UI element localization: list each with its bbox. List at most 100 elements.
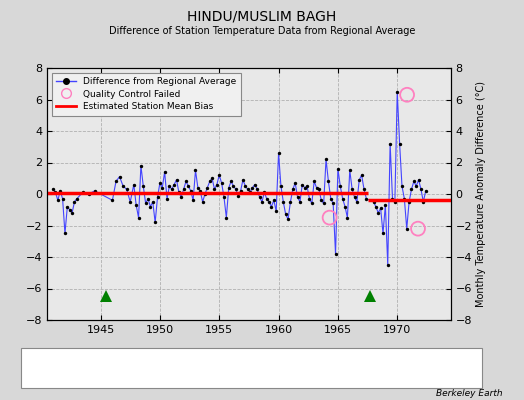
Point (419, 199, 428, 205)
Point (201, 191, 209, 197)
Point (168, 186, 176, 192)
Point (137, 162, 145, 169)
Point (260, 189, 268, 196)
Point (239, 177, 247, 183)
Point (322, 156, 330, 162)
Point (376, 205, 385, 211)
Point (129, 181, 138, 188)
Point (108, 197, 117, 204)
Point (217, 180, 226, 186)
Point (277, 183, 285, 189)
Point (49, 186, 57, 192)
Point (414, 226, 422, 232)
Point (336, 183, 344, 189)
Point (348, 186, 356, 192)
Point (279, 199, 288, 205)
Point (334, 166, 342, 172)
Text: Difference of Station Temperature Data from Regional Average: Difference of Station Temperature Data f… (109, 26, 415, 36)
Point (241, 183, 249, 189)
Point (360, 186, 368, 192)
Point (270, 197, 278, 204)
Point (230, 183, 238, 189)
Point (362, 196, 370, 202)
Point (331, 251, 340, 257)
Point (203, 184, 212, 191)
Point (357, 172, 366, 178)
Legend: Difference from Regional Average, Quality Control Failed, Estimated Station Mean: Difference from Regional Average, Qualit… (52, 72, 241, 116)
Point (351, 194, 359, 200)
Point (156, 180, 164, 186)
Point (320, 200, 328, 207)
Point (388, 196, 397, 202)
Point (355, 177, 364, 183)
Point (146, 203, 155, 210)
Point (170, 181, 178, 188)
Point (51, 189, 60, 196)
Point (326, 196, 335, 202)
Point (341, 203, 349, 210)
Point (374, 210, 383, 216)
Point (139, 183, 147, 189)
Point (381, 202, 389, 208)
Point (407, 186, 416, 192)
Point (182, 178, 190, 185)
Point (398, 183, 406, 189)
Point (246, 189, 254, 196)
Point (119, 183, 127, 189)
Point (300, 184, 309, 191)
Point (132, 202, 140, 208)
Point (174, 189, 183, 196)
Point (414, 177, 423, 183)
Point (70, 199, 79, 205)
Point (149, 199, 157, 205)
Point (310, 178, 319, 185)
Point (177, 194, 185, 200)
Point (63, 203, 71, 210)
Point (187, 188, 195, 194)
Point (391, 199, 399, 205)
Point (141, 200, 150, 207)
Point (305, 196, 313, 202)
Point (220, 194, 228, 200)
Point (179, 186, 188, 192)
Point (84, 191, 93, 197)
Point (343, 214, 352, 221)
Point (258, 199, 266, 205)
Point (296, 199, 304, 205)
Point (250, 181, 259, 188)
Point (405, 199, 413, 205)
Point (412, 183, 420, 189)
Point (329, 200, 337, 207)
Y-axis label: Monthly Temperature Anomaly Difference (°C): Monthly Temperature Anomaly Difference (… (476, 81, 486, 307)
Point (61, 230, 69, 236)
Point (184, 183, 193, 189)
Point (272, 208, 280, 214)
Point (144, 196, 152, 202)
Point (267, 203, 276, 210)
Point (134, 214, 143, 221)
Point (421, 188, 430, 194)
Point (232, 186, 240, 192)
Point (224, 184, 233, 191)
Point (293, 194, 302, 200)
Point (303, 183, 311, 189)
Point (215, 172, 223, 178)
Point (163, 196, 171, 202)
Point (248, 184, 257, 191)
Point (372, 203, 380, 210)
Point (199, 199, 207, 205)
Point (345, 167, 354, 174)
Point (154, 194, 162, 200)
Point (339, 196, 347, 202)
Point (236, 188, 245, 194)
Point (410, 178, 418, 185)
Point (160, 169, 169, 175)
Point (286, 199, 294, 205)
Point (234, 192, 243, 199)
Point (298, 181, 307, 188)
Point (255, 194, 264, 200)
Text: HINDU/MUSLIM BAGH: HINDU/MUSLIM BAGH (188, 10, 336, 24)
Point (210, 186, 219, 192)
Point (126, 199, 135, 205)
Point (112, 178, 120, 185)
